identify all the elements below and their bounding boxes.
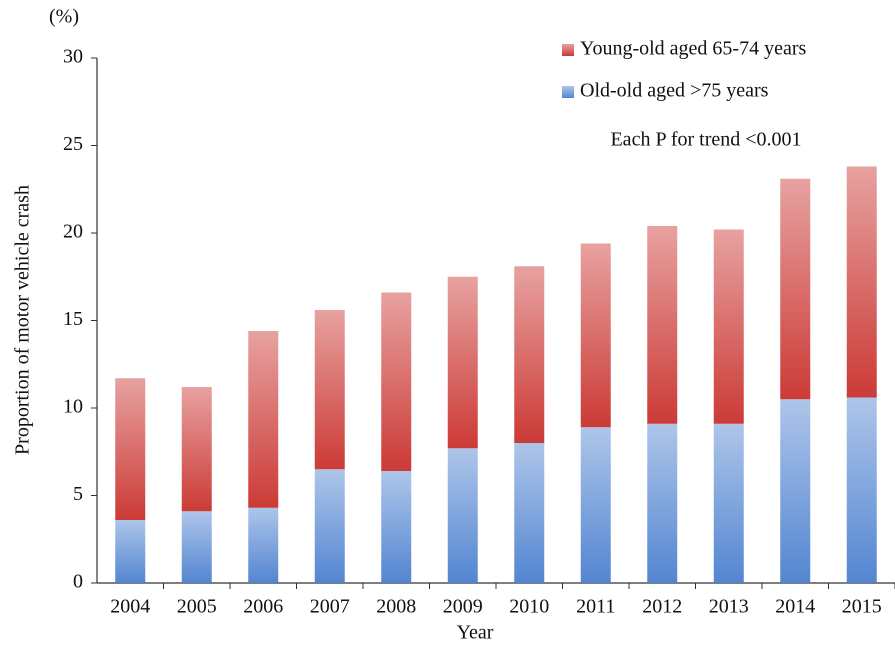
legend-label: Old-old aged >75 years xyxy=(580,80,769,102)
bar-segment xyxy=(713,229,744,424)
x-tick-label: 2015 xyxy=(842,596,882,618)
x-axis-label: Year xyxy=(457,622,494,644)
x-tick-label: 2012 xyxy=(642,596,682,618)
x-tick-label: 2005 xyxy=(177,596,217,618)
x-tick-label: 2009 xyxy=(443,596,483,618)
legend-swatch xyxy=(562,44,574,56)
bar-segment xyxy=(248,331,279,508)
bar-segment xyxy=(115,378,146,520)
bar-segment xyxy=(713,423,744,583)
bar-segment xyxy=(381,292,412,471)
y-tick-label: 30 xyxy=(63,46,83,68)
x-tick-label: 2013 xyxy=(709,596,749,618)
x-tick-label: 2008 xyxy=(376,596,416,618)
legend-label: Young-old aged 65-74 years xyxy=(580,38,806,60)
legend-swatch xyxy=(562,86,574,98)
y-tick-label: 20 xyxy=(63,221,83,243)
bar-segment xyxy=(181,511,212,583)
bar-segment xyxy=(580,427,611,583)
x-tick-label: 2011 xyxy=(576,596,615,618)
y-tick-label: 5 xyxy=(73,483,83,505)
bar-segment xyxy=(447,276,478,449)
bar-segment xyxy=(580,243,611,428)
y-axis-unit: (%) xyxy=(49,6,79,28)
bar-segment xyxy=(647,423,678,583)
y-axis-label: Proportion of motor vehicle crash xyxy=(12,185,34,455)
y-tick-label: 15 xyxy=(63,308,83,330)
y-tick-label: 10 xyxy=(63,396,83,418)
bar-segment xyxy=(115,520,146,583)
bar-segment xyxy=(314,310,345,470)
x-tick-label: 2010 xyxy=(509,596,549,618)
bar-segment xyxy=(447,448,478,583)
bar-segment xyxy=(314,469,345,583)
x-tick-label: 2004 xyxy=(110,596,150,618)
y-tick-label: 0 xyxy=(73,571,83,593)
bar-segment xyxy=(780,178,811,400)
bar-segment xyxy=(846,166,877,398)
annotation: Each P for trend <0.001 xyxy=(610,129,801,151)
y-tick-label: 25 xyxy=(63,133,83,155)
bar-segment xyxy=(248,507,279,583)
bar-segment xyxy=(846,397,877,583)
x-tick-label: 2014 xyxy=(775,596,815,618)
bar-segment xyxy=(514,266,545,443)
bar-segment xyxy=(514,443,545,583)
x-tick-label: 2007 xyxy=(310,596,350,618)
bar-segment xyxy=(647,226,678,424)
x-tick-label: 2006 xyxy=(243,596,283,618)
bar-segment xyxy=(181,387,212,512)
bar-segment xyxy=(780,399,811,583)
bar-segment xyxy=(381,471,412,583)
